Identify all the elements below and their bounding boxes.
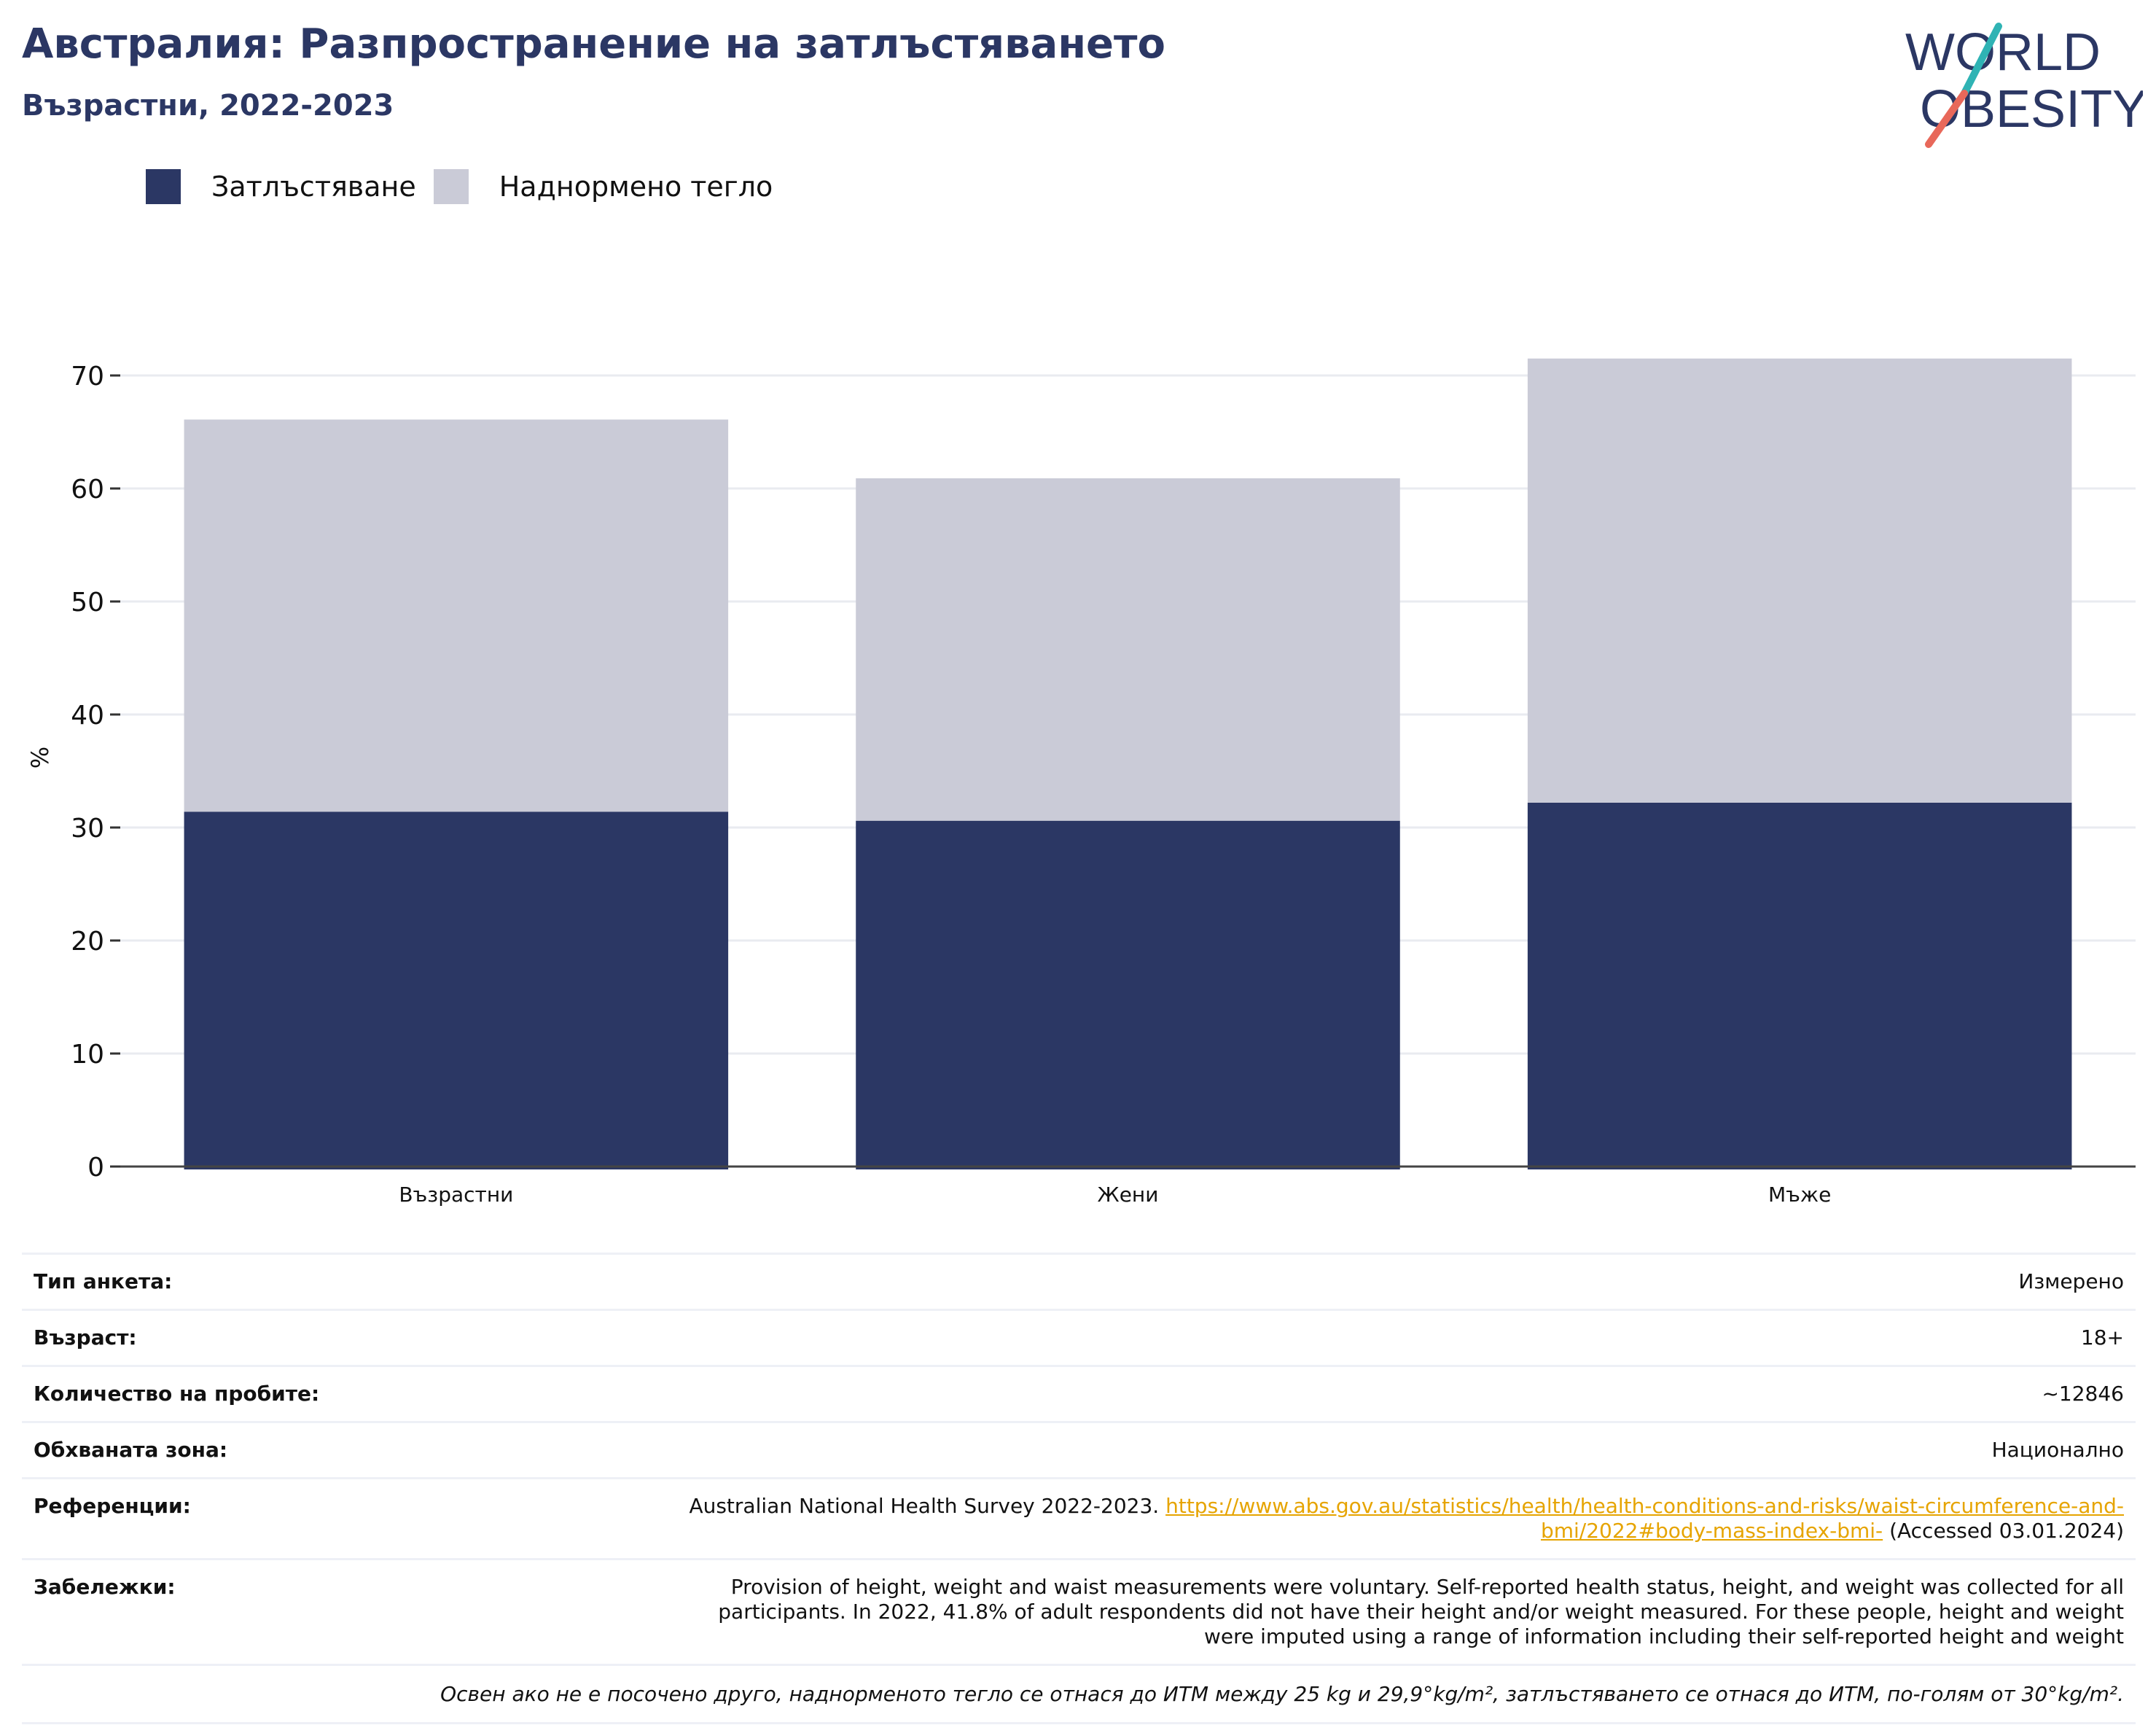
survey-info-table: Тип анкета: Измерено Възраст: 18+ Количе… bbox=[22, 1253, 2136, 1724]
y-tick-label: 30 bbox=[71, 814, 104, 844]
legend-item-overweight[interactable]: Наднормено тегло bbox=[433, 169, 773, 204]
logo-slash-coral bbox=[1925, 90, 1968, 148]
legend-swatch-overweight bbox=[433, 169, 469, 204]
y-tick-label: 50 bbox=[71, 588, 104, 618]
definition-footnote: Освен ако не е посочено друго, наднормен… bbox=[22, 1664, 2136, 1724]
y-tick-label: 70 bbox=[71, 362, 104, 392]
sample-size-value: ~12846 bbox=[2042, 1382, 2124, 1406]
y-tick-label: 0 bbox=[87, 1153, 104, 1183]
references-link[interactable]: https://www.abs.gov.au/statistics/health… bbox=[1165, 1494, 2124, 1518]
bar-obesity bbox=[856, 820, 1400, 1169]
notes-line-3: were imputed using a range of informatio… bbox=[1203, 1624, 2124, 1648]
notes-value: Provision of height, weight and waist me… bbox=[718, 1575, 2124, 1649]
notes-label: Забележки: bbox=[34, 1575, 176, 1599]
bar-obesity bbox=[1527, 802, 2072, 1169]
coverage-label: Обхваната зона: bbox=[34, 1438, 228, 1462]
bar-overweight bbox=[856, 478, 1400, 821]
info-row-sample-size: Количество на пробите: ~12846 bbox=[22, 1365, 2136, 1421]
notes-line-1: Provision of height, weight and waist me… bbox=[730, 1575, 2124, 1599]
references-link-continued[interactable]: bmi/2022#body-mass-index-bmi- bbox=[1540, 1519, 1883, 1543]
notes-line-2: participants. In 2022, 41.8% of adult re… bbox=[718, 1600, 2124, 1624]
age-value: 18+ bbox=[2080, 1325, 2124, 1350]
legend-label-overweight: Наднормено тегло bbox=[499, 171, 773, 203]
bar-overweight bbox=[184, 419, 729, 812]
page-title: Австралия: Разпространение на затлъстява… bbox=[22, 20, 1165, 68]
logo-slash-teal bbox=[1961, 23, 2002, 97]
chart-legend: Затлъстяване Наднормено тегло bbox=[146, 166, 790, 207]
legend-item-obesity[interactable]: Затлъстяване bbox=[146, 169, 416, 204]
y-tick-label: 40 bbox=[71, 701, 104, 731]
survey-type-value: Измерено bbox=[2018, 1269, 2124, 1293]
bar-overweight bbox=[1527, 358, 2072, 803]
world-obesity-logo: WORLD OBESITY bbox=[1905, 23, 2143, 148]
sample-size-label: Количество на пробите: bbox=[34, 1382, 320, 1406]
stacked-bar-chart: 0 10 20 30 40 50 60 70 Възрастни Жени Мъже bbox=[71, 358, 2136, 1207]
y-tick-label: 20 bbox=[71, 927, 104, 957]
x-tick-label: Възрастни bbox=[399, 1183, 513, 1207]
survey-type-label: Тип анкета: bbox=[34, 1269, 173, 1293]
page-subtitle: Възрастни, 2022-2023 bbox=[22, 89, 394, 122]
references-value: Australian National Health Survey 2022-2… bbox=[689, 1494, 2124, 1543]
age-label: Възраст: bbox=[34, 1325, 137, 1350]
info-row-coverage: Обхваната зона: Национално bbox=[22, 1421, 2136, 1477]
logo-line1: WORLD bbox=[1905, 23, 2101, 82]
info-row-survey-type: Тип анкета: Измерено bbox=[22, 1253, 2136, 1309]
references-accessed: (Accessed 03.01.2024) bbox=[1889, 1519, 2124, 1543]
y-tick-label: 60 bbox=[71, 475, 104, 505]
info-row-references: Референции: Australian National Health S… bbox=[22, 1477, 2136, 1558]
bar-obesity bbox=[184, 811, 729, 1169]
legend-swatch-obesity bbox=[146, 169, 181, 204]
x-tick-label: Жени bbox=[1098, 1183, 1159, 1207]
references-label: Референции: bbox=[34, 1494, 191, 1518]
info-row-notes: Забележки: Provision of height, weight a… bbox=[22, 1558, 2136, 1664]
coverage-value: Национално bbox=[1991, 1438, 2124, 1462]
y-tick-label: 10 bbox=[71, 1040, 104, 1070]
x-tick-label: Мъже bbox=[1768, 1183, 1831, 1207]
legend-label-obesity: Затлъстяване bbox=[211, 171, 416, 203]
info-row-age: Възраст: 18+ bbox=[22, 1309, 2136, 1365]
references-text: Australian National Health Survey 2022-2… bbox=[689, 1494, 1160, 1518]
